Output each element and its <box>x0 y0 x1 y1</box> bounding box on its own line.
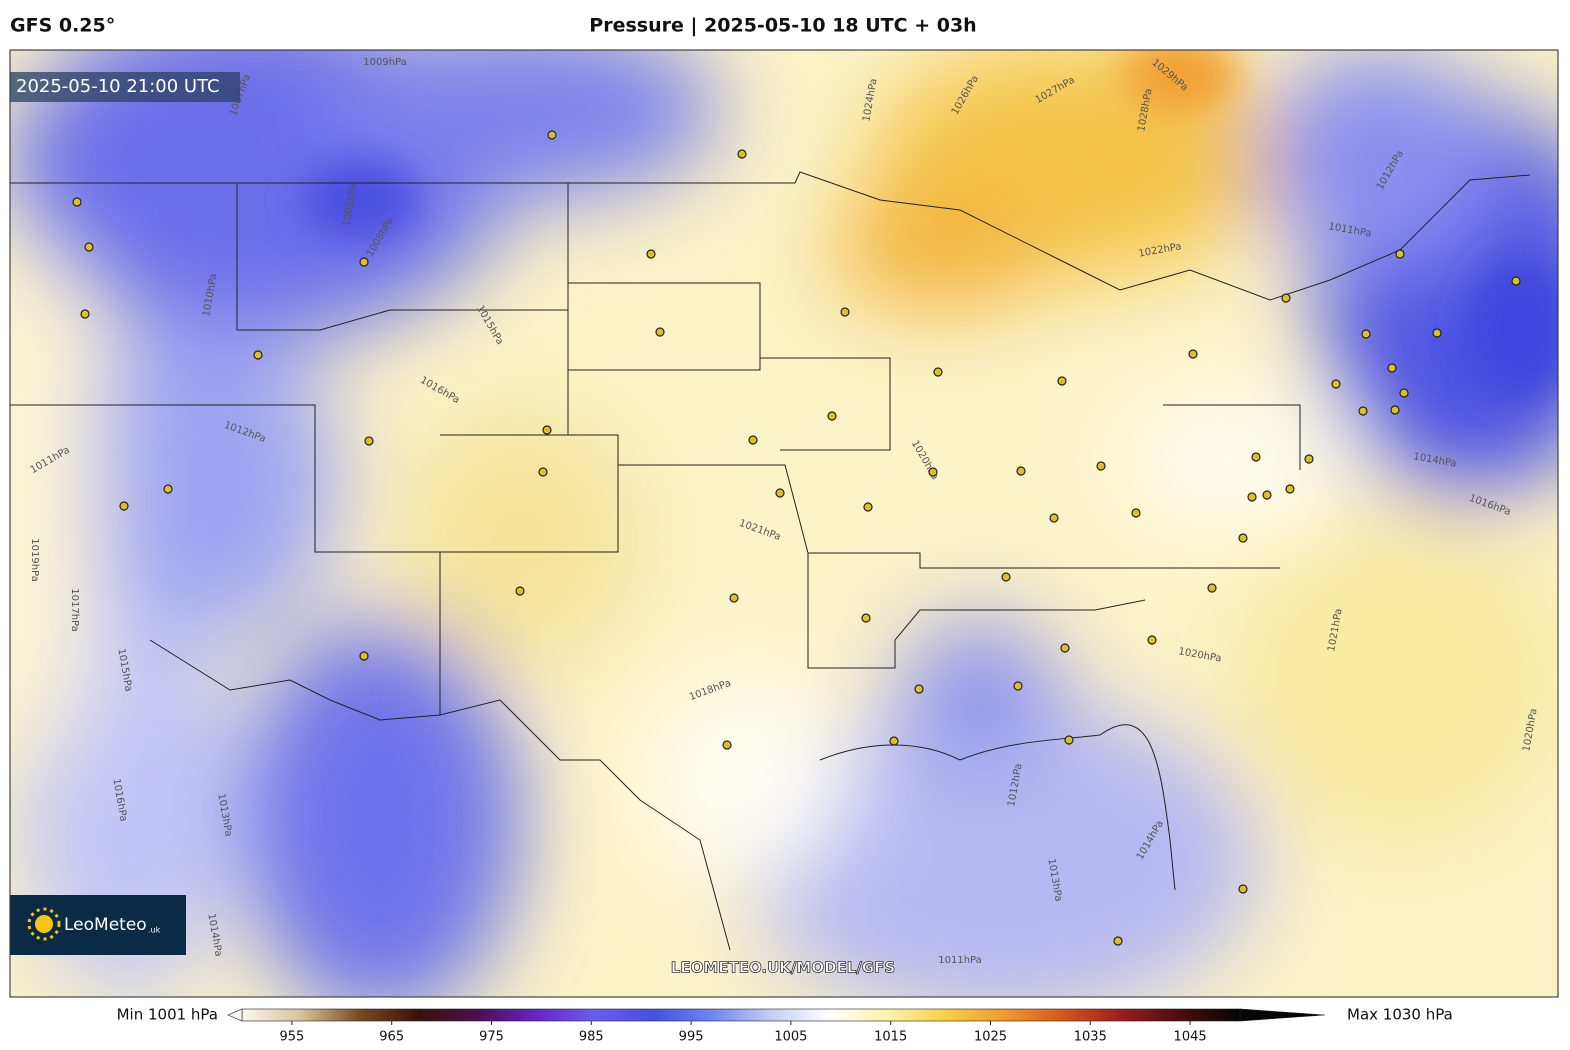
logo-sun <box>27 907 61 941</box>
city-marker <box>646 249 656 259</box>
pressure-core <box>300 50 1558 400</box>
city-marker <box>863 502 873 512</box>
city-marker <box>515 586 525 596</box>
logo-name: LeoMeteo <box>64 915 147 935</box>
city-marker <box>748 435 758 445</box>
city-marker <box>1390 405 1400 415</box>
colorbar-scale <box>241 1008 1241 1022</box>
city-marker <box>1060 643 1070 653</box>
city-marker <box>1331 379 1341 389</box>
city-marker <box>1281 293 1291 303</box>
city-marker <box>840 307 850 317</box>
colorbar-tick-label: 1025 <box>974 1030 1007 1045</box>
colorbar-tick-label: 955 <box>279 1030 304 1045</box>
logo-suffix: .uk <box>148 926 161 935</box>
max-label: Max 1030 hPa <box>1347 1006 1453 1024</box>
city-marker <box>538 467 548 477</box>
city-marker <box>1049 513 1059 523</box>
city-marker <box>547 130 557 140</box>
city-marker <box>1001 572 1011 582</box>
city-marker <box>1016 466 1026 476</box>
colorbar-tick-label: 1045 <box>1174 1030 1207 1045</box>
min-label: Min 1001 hPa <box>117 1006 218 1024</box>
city-marker <box>729 593 739 603</box>
colorbar-tick-label: 965 <box>379 1030 404 1045</box>
city-marker <box>1511 276 1521 286</box>
valid-time-box <box>10 72 240 102</box>
city-marker <box>1304 454 1314 464</box>
colorbar: 955 965 975 985 995 1005 1015 1025 1035 1045 <box>227 1008 1326 1045</box>
city-marker <box>1251 452 1261 462</box>
city-marker <box>1096 461 1106 471</box>
colorbar-tick-label: 1035 <box>1074 1030 1107 1045</box>
city-marker <box>1432 328 1442 338</box>
city-marker <box>722 740 732 750</box>
contour-label: 1009hPa <box>363 57 407 68</box>
city-marker <box>163 484 173 494</box>
map-title: Pressure | 2025-05-10 18 UTC + 03h <box>589 15 976 37</box>
city-marker <box>84 242 94 252</box>
map-area: 1009hPa1007hPa1005hPa1008hPa1010hPa1015h… <box>10 50 1558 997</box>
city-marker <box>1262 490 1272 500</box>
city-marker <box>889 736 899 746</box>
city-marker <box>359 257 369 267</box>
city-marker <box>1238 533 1248 543</box>
city-marker <box>80 309 90 319</box>
city-marker <box>914 684 924 694</box>
city-marker <box>737 149 747 159</box>
city-marker <box>1395 249 1405 259</box>
city-marker <box>119 501 129 511</box>
city-marker <box>1399 388 1409 398</box>
city-marker <box>827 411 837 421</box>
contour-label: 1011hPa <box>938 955 982 966</box>
city-marker <box>72 197 82 207</box>
city-marker <box>655 327 665 337</box>
colorbar-tick-label: 1015 <box>874 1030 907 1045</box>
city-marker <box>1285 484 1295 494</box>
city-marker <box>1358 406 1368 416</box>
city-marker <box>1013 681 1023 691</box>
city-marker <box>1247 492 1257 502</box>
city-marker <box>1387 363 1397 373</box>
city-marker <box>933 367 943 377</box>
colorbar-tick-label: 995 <box>679 1030 704 1045</box>
city-marker <box>1207 583 1217 593</box>
city-marker <box>1064 735 1074 745</box>
model-label: GFS 0.25° <box>10 15 115 37</box>
city-marker <box>1131 508 1141 518</box>
colorbar-extend-low <box>227 1008 243 1022</box>
city-marker <box>1238 884 1248 894</box>
city-marker <box>775 488 785 498</box>
colorbar-tick-label: 975 <box>479 1030 504 1045</box>
colorbar-tick-label: 1005 <box>774 1030 807 1045</box>
city-marker <box>1113 936 1123 946</box>
city-markers <box>72 130 1521 946</box>
borders <box>10 171 1531 951</box>
city-marker <box>1188 349 1198 359</box>
city-marker <box>542 425 552 435</box>
contour-label: 1019hPa <box>29 538 40 582</box>
city-marker <box>364 436 374 446</box>
watermark: LEOMETEO.UK/MODEL/GFS <box>671 959 895 977</box>
map-frame <box>9 49 1559 998</box>
colorbar-extend-high <box>1239 1008 1326 1022</box>
contour-label: 1017hPa <box>69 588 80 632</box>
city-marker <box>1361 329 1371 339</box>
city-marker <box>253 350 263 360</box>
city-marker <box>928 467 938 477</box>
city-marker <box>359 651 369 661</box>
valid-time: 2025-05-10 21:00 UTC <box>16 76 220 97</box>
city-marker <box>1147 635 1157 645</box>
city-marker <box>861 613 871 623</box>
city-marker <box>1057 376 1067 386</box>
colorbar-tick-label: 985 <box>579 1030 604 1045</box>
